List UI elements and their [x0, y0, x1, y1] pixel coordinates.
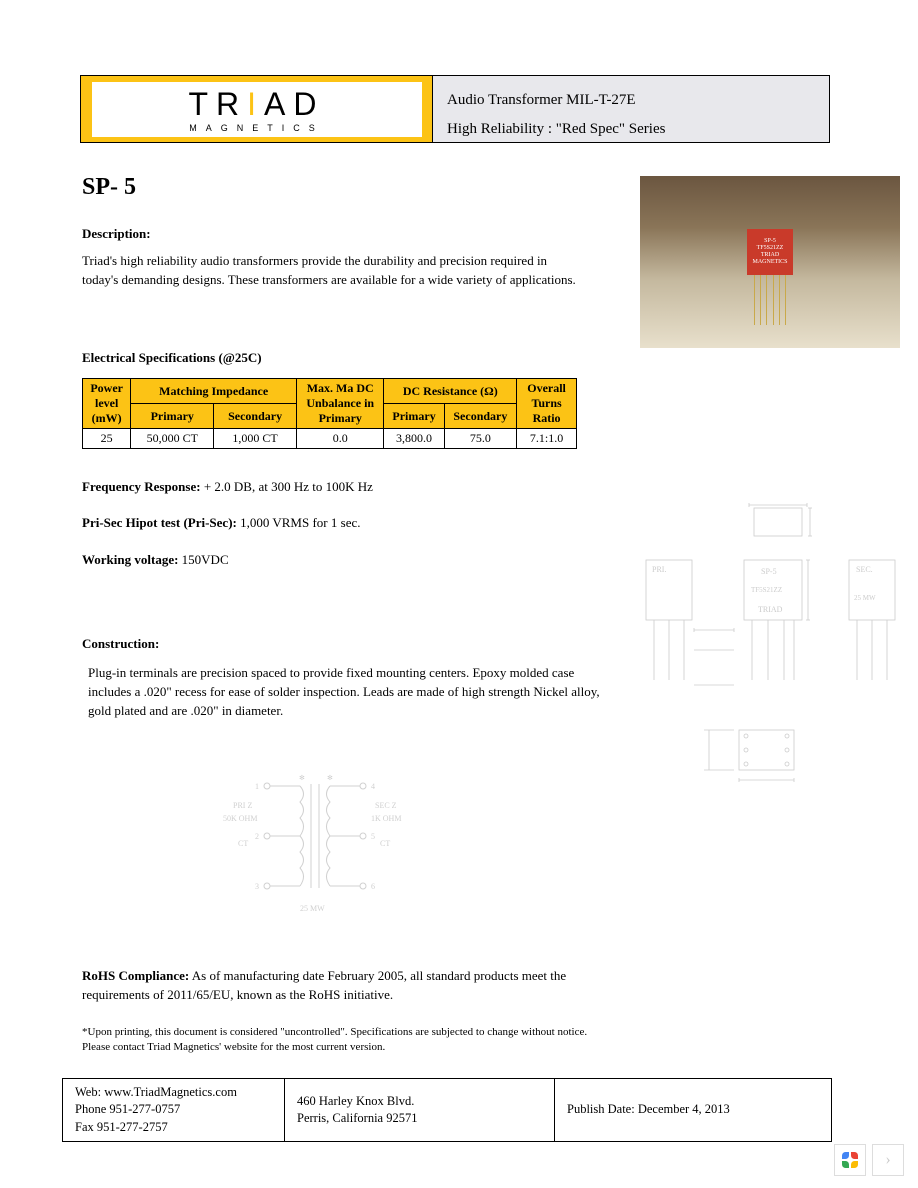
sch-mw: 25 MW	[300, 904, 325, 913]
freq-label: Frequency Response:	[82, 479, 201, 494]
voltage-label: Working voltage:	[82, 552, 178, 567]
th-dcpri: Primary	[384, 404, 444, 429]
th-dcres: DC Resistance (Ω)	[384, 379, 517, 404]
electrical-spec-section: Electrical Specifications (@25C) Power l…	[82, 350, 602, 578]
header-line2: High Reliability : "Red Spec" Series	[447, 115, 815, 144]
description-text: Triad's high reliability audio transform…	[82, 252, 582, 290]
dwg-pri: PRI.	[652, 565, 666, 574]
logo-part-a: TR	[189, 86, 248, 122]
header-info: Audio Transformer MIL-T-27E High Reliabi…	[433, 76, 829, 142]
construction-text: Plug-in terminals are precision spaced t…	[88, 664, 602, 721]
header-line1: Audio Transformer MIL-T-27E	[447, 86, 815, 115]
footer-address: 460 Harley Knox Blvd. Perris, California…	[285, 1079, 555, 1141]
sch-n5: 5	[371, 832, 375, 841]
svg-text:✻: ✻	[299, 774, 305, 782]
dwg-mw: 25 MW	[854, 594, 876, 602]
sch-n1: 1	[255, 782, 259, 791]
voltage-line: Working voltage: 150VDC	[82, 542, 602, 578]
header-bar: TRIAD MAGNETICS Audio Transformer MIL-T-…	[80, 75, 830, 143]
comp-l4: MAGNETICS	[752, 259, 787, 266]
dwg-part: TF5S21ZZ	[751, 586, 782, 594]
td-mpri: 50,000 CT	[131, 429, 214, 449]
leads	[751, 275, 789, 325]
sch-secohm: 1K OHM	[371, 814, 401, 823]
footer: Web: www.TriadMagnetics.com Phone 951-27…	[62, 1078, 832, 1142]
th-turns: Overall Turns Ratio	[517, 379, 577, 429]
elec-spec-title: Electrical Specifications (@25C)	[82, 350, 602, 366]
schematic-diagram: 1 2 3 4 5 6 PRI Z 50K OHM CT SEC Z 1K OH…	[215, 766, 415, 916]
footer-fax: Fax 951-277-2757	[75, 1119, 272, 1137]
footer-publish: Publish Date: December 4, 2013	[555, 1079, 831, 1141]
publish-date: Publish Date: December 4, 2013	[567, 1101, 819, 1119]
sch-n2: 2	[255, 832, 259, 841]
chevron-right-icon[interactable]: ›	[872, 1144, 904, 1176]
logo-main: TRIAD	[189, 86, 325, 123]
comp-l2: TF5S21ZZ	[757, 245, 784, 252]
footer-web: Web: www.TriadMagnetics.com	[75, 1084, 272, 1102]
td-dcpri: 3,800.0	[384, 429, 444, 449]
technical-drawing: PRI. SP-5 TF5S21ZZ TRIAD SEC. 25 MW	[634, 500, 914, 830]
td-dcsec: 75.0	[444, 429, 516, 449]
hipot-line: Pri-Sec Hipot test (Pri-Sec): 1,000 VRMS…	[82, 505, 602, 541]
td-turns: 7.1:1.0	[517, 429, 577, 449]
product-photo: SP-5 TF5S21ZZ TRIAD MAGNETICS	[640, 176, 900, 348]
comp-l3: TRIAD	[761, 252, 779, 259]
sch-ct1: CT	[238, 839, 248, 848]
footer-addr2: Perris, California 92571	[297, 1110, 542, 1128]
hipot-val: 1,000 VRMS for 1 sec.	[237, 515, 361, 530]
description-title: Description:	[82, 226, 582, 242]
bottom-icons: ›	[834, 1144, 904, 1176]
sch-n6: 6	[371, 882, 375, 891]
flower-icon[interactable]	[834, 1144, 866, 1176]
sch-secz: SEC Z	[375, 801, 397, 810]
th-power: Power level (mW)	[83, 379, 131, 429]
dwg-triad: TRIAD	[758, 605, 783, 614]
footer-addr1: 460 Harley Knox Blvd.	[297, 1093, 542, 1111]
spec-table: Power level (mW) Matching Impedance Max.…	[82, 378, 577, 449]
th-dcsec: Secondary	[444, 404, 516, 429]
comp-l1: SP-5	[764, 238, 776, 245]
construction-title: Construction:	[82, 636, 602, 652]
voltage-val: 150VDC	[178, 552, 228, 567]
th-msec: Secondary	[214, 404, 297, 429]
sch-priz: PRI Z	[233, 801, 252, 810]
disclaimer: *Upon printing, this document is conside…	[82, 1025, 592, 1056]
freq-val: + 2.0 DB, at 300 Hz to 100K Hz	[201, 479, 373, 494]
logo-sub: MAGNETICS	[189, 123, 324, 133]
dwg-sp5: SP-5	[761, 567, 777, 576]
td-maxma: 0.0	[297, 429, 384, 449]
construction-section: Construction: Plug-in terminals are prec…	[82, 636, 602, 721]
hipot-label: Pri-Sec Hipot test (Pri-Sec):	[82, 515, 237, 530]
dwg-sec: SEC.	[856, 565, 873, 574]
th-maxma: Max. Ma DC Unbalance in Primary	[297, 379, 384, 429]
logo-box: TRIAD MAGNETICS	[81, 76, 433, 142]
sch-n4: 4	[371, 782, 375, 791]
description-section: Description: Triad's high reliability au…	[82, 226, 582, 290]
rohs-section: RoHS Compliance: As of manufacturing dat…	[82, 967, 592, 1005]
th-matching: Matching Impedance	[131, 379, 297, 404]
component-image: SP-5 TF5S21ZZ TRIAD MAGNETICS	[747, 229, 793, 275]
table-data-row: 25 50,000 CT 1,000 CT 0.0 3,800.0 75.0 7…	[83, 429, 577, 449]
footer-contact: Web: www.TriadMagnetics.com Phone 951-27…	[63, 1079, 285, 1141]
sch-ct2: CT	[380, 839, 390, 848]
footer-phone: Phone 951-277-0757	[75, 1101, 272, 1119]
sch-priohm: 50K OHM	[223, 814, 257, 823]
part-number: SP- 5	[82, 174, 136, 201]
rohs-label: RoHS Compliance:	[82, 968, 189, 983]
logo-part-b: AD	[264, 86, 324, 122]
svg-text:✻: ✻	[327, 774, 333, 782]
table-header-row1: Power level (mW) Matching Impedance Max.…	[83, 379, 577, 404]
sch-n3: 3	[255, 882, 259, 891]
th-mpri: Primary	[131, 404, 214, 429]
td-msec: 1,000 CT	[214, 429, 297, 449]
freq-line: Frequency Response: + 2.0 DB, at 300 Hz …	[82, 469, 602, 505]
spec-lines: Frequency Response: + 2.0 DB, at 300 Hz …	[82, 469, 602, 578]
logo-i: I	[247, 86, 264, 122]
logo: TRIAD MAGNETICS	[92, 82, 422, 137]
td-power: 25	[83, 429, 131, 449]
